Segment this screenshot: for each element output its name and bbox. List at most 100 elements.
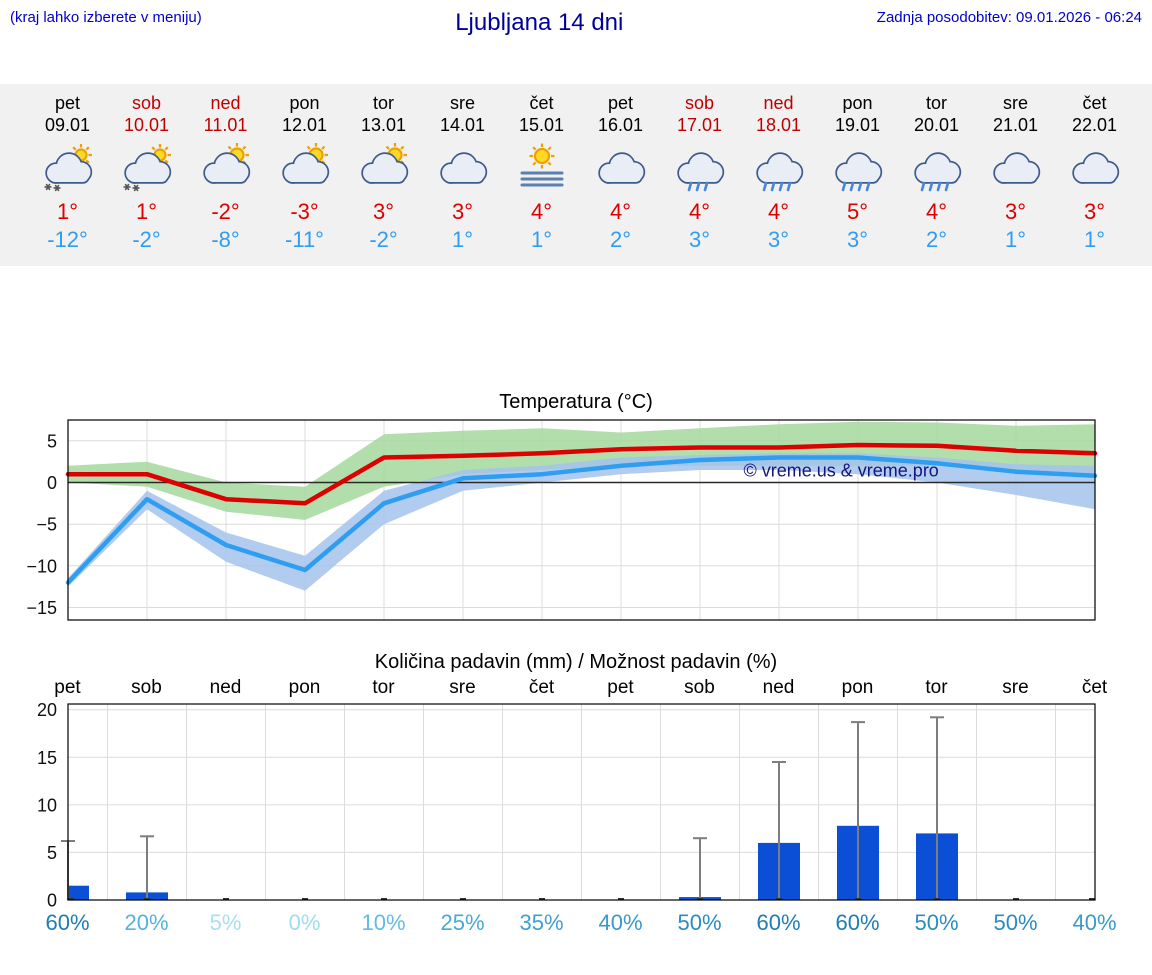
day-name: pet xyxy=(607,93,634,113)
day-column: pon 12.01 -3° -11° xyxy=(265,92,344,254)
forecast-strip: pet 09.01 1° -12° sob 10.01 1° -2° ned 11.01 -2° -8… xyxy=(0,84,1152,266)
cloud-icon xyxy=(423,140,502,192)
cloud-heavy-rain-icon xyxy=(897,140,976,192)
max-temperature: -3° xyxy=(290,199,319,224)
max-temperature: 3° xyxy=(1004,199,1027,224)
day-date: 18.01 xyxy=(755,115,802,135)
day-column: sre 14.01 3° 1° xyxy=(423,92,502,254)
day-name: tor xyxy=(372,93,394,113)
cloud-heavy-rain-icon xyxy=(739,140,818,192)
precip-day-label: sre xyxy=(1002,677,1029,698)
day-name: sob xyxy=(684,93,715,113)
day-column: tor 20.01 4° 2° xyxy=(897,92,976,254)
day-date: 20.01 xyxy=(913,115,960,135)
precipitation-probability: 20% xyxy=(124,910,169,935)
max-temperature: 4° xyxy=(609,199,632,224)
precipitation-probability: 0% xyxy=(288,910,321,935)
day-date: 19.01 xyxy=(834,115,881,135)
precip-day-labels: pet sob ned pon tor sre čet pet sob ned pon tor sre č… xyxy=(0,676,1152,700)
day-name: pon xyxy=(289,93,320,113)
max-temperature: 4° xyxy=(925,199,948,224)
svg-text:0: 0 xyxy=(47,891,57,909)
day-name: čet xyxy=(1082,93,1107,113)
day-date: 14.01 xyxy=(439,115,486,135)
sun-cloud-snow-icon xyxy=(28,140,107,192)
max-temperature: 4° xyxy=(767,199,790,224)
precipitation-probability: 40% xyxy=(1072,910,1117,935)
min-temperature: -2° xyxy=(132,227,161,252)
day-name: tor xyxy=(925,93,947,113)
precip-day-label: pon xyxy=(288,677,321,698)
svg-text:20: 20 xyxy=(37,700,57,720)
precip-day-label: ned xyxy=(762,677,795,698)
temperature-chart-title: Temperatura (°C) xyxy=(499,391,653,413)
precip-day-label: pon xyxy=(841,677,874,698)
svg-text:5: 5 xyxy=(47,843,57,863)
min-temperature: 1° xyxy=(1083,227,1106,252)
svg-text:© vreme.us & vreme.pro: © vreme.us & vreme.pro xyxy=(744,461,939,481)
day-date: 15.01 xyxy=(518,115,565,135)
svg-text:−15: −15 xyxy=(26,598,57,618)
min-temperature: 3° xyxy=(846,227,869,252)
day-date: 17.01 xyxy=(676,115,723,135)
precipitation-probability: 60% xyxy=(756,910,801,935)
precipitation-probability: 5% xyxy=(209,910,242,935)
day-date: 12.01 xyxy=(281,115,328,135)
precipitation-probability: 35% xyxy=(519,910,564,935)
cloud-rain-icon xyxy=(660,140,739,192)
min-temperature: -8° xyxy=(211,227,240,252)
min-temperature: 1° xyxy=(451,227,474,252)
day-column: tor 13.01 3° -2° xyxy=(344,92,423,254)
day-name: sob xyxy=(131,93,162,113)
min-temperature: 3° xyxy=(688,227,711,252)
day-column: pon 19.01 5° 3° xyxy=(818,92,897,254)
max-temperature: 4° xyxy=(530,199,553,224)
svg-text:0: 0 xyxy=(47,473,57,493)
day-name: pon xyxy=(842,93,873,113)
cloud-icon xyxy=(581,140,660,192)
svg-text:15: 15 xyxy=(37,748,57,768)
day-column: sob 10.01 1° -2° xyxy=(107,92,186,254)
precip-day-label: čet xyxy=(528,677,555,698)
precip-day-label: pet xyxy=(607,677,634,698)
day-date: 13.01 xyxy=(360,115,407,135)
max-temperature: 4° xyxy=(688,199,711,224)
sun-cloud-snow-icon xyxy=(107,140,186,192)
day-date: 16.01 xyxy=(597,115,644,135)
sun-cloud-icon xyxy=(265,140,344,192)
day-column: ned 11.01 -2° -8° xyxy=(186,92,265,254)
day-date: 21.01 xyxy=(992,115,1039,135)
temperature-chart: 5 0 −5 −10 −15 © vreme.us & vreme.pro xyxy=(26,419,1098,621)
day-column: sob 17.01 4° 3° xyxy=(660,92,739,254)
max-temperature: 3° xyxy=(1083,199,1106,224)
day-date: 22.01 xyxy=(1071,115,1118,135)
precipitation-chart: 0 5 10 15 20 xyxy=(37,700,1096,909)
precip-day-label: sob xyxy=(131,677,162,698)
day-column: sre 21.01 3° 1° xyxy=(976,92,1055,254)
day-name: čet xyxy=(529,93,554,113)
min-temperature: 1° xyxy=(1004,227,1027,252)
day-name: ned xyxy=(763,93,794,113)
sun-cloud-icon xyxy=(186,140,265,192)
sun-fog-icon xyxy=(502,140,581,192)
day-column: čet 22.01 3° 1° xyxy=(1055,92,1134,254)
precip-probability-row: 60% 20% 5% 0% 10% 25% 35% 40% 50% 60% 60% 50% 50% 40% xyxy=(0,908,1152,938)
precip-day-label: tor xyxy=(925,677,948,698)
svg-text:−5: −5 xyxy=(36,515,57,535)
precip-day-label: pet xyxy=(54,677,81,698)
day-name: sre xyxy=(1002,93,1028,113)
svg-text:−10: −10 xyxy=(26,556,57,576)
precipitation-probability: 25% xyxy=(440,910,485,935)
day-name: pet xyxy=(54,93,81,113)
precipitation-probability: 50% xyxy=(677,910,722,935)
precip-day-label: čet xyxy=(1081,677,1108,698)
precipitation-probability: 60% xyxy=(835,910,880,935)
min-temperature: 1° xyxy=(530,227,553,252)
min-temperature: 3° xyxy=(767,227,790,252)
precipitation-chart-title: Količina padavin (mm) / Možnost padavin … xyxy=(374,651,778,673)
max-temperature: 5° xyxy=(846,199,869,224)
day-column: pet 16.01 4° 2° xyxy=(581,92,660,254)
cloud-heavy-rain-icon xyxy=(818,140,897,192)
day-column: čet 15.01 4° 1° xyxy=(502,92,581,254)
